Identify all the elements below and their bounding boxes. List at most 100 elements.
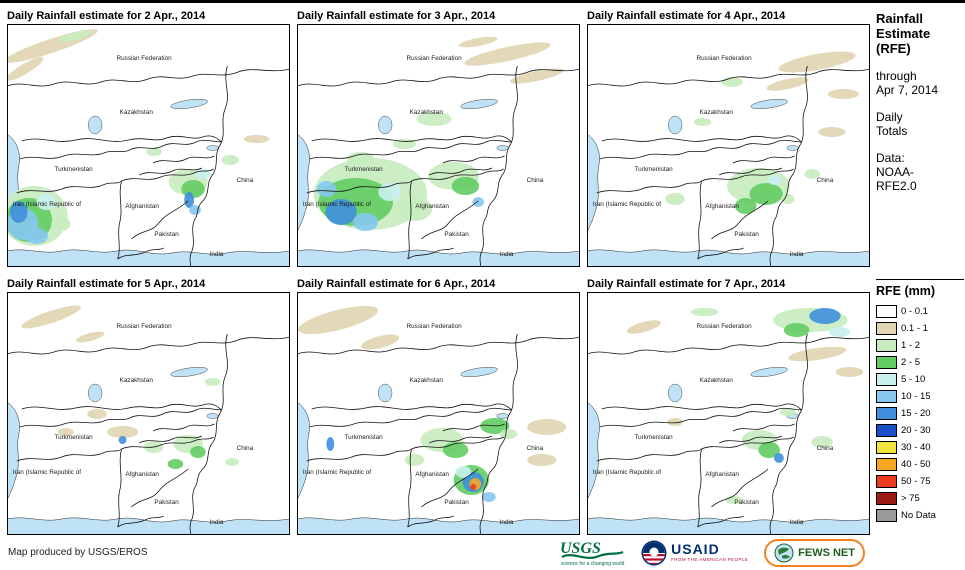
- legend-item: 2 - 5: [876, 354, 964, 371]
- country-label: Turkmenistan: [54, 166, 93, 173]
- legend-label: > 75: [901, 493, 920, 504]
- sidebar-through-date: through Apr 7, 2014: [876, 69, 939, 97]
- legend-label: 20 - 30: [901, 425, 931, 436]
- legend-divider: [876, 279, 964, 280]
- panel-title: Daily Rainfall estimate for 2 Apr., 2014: [7, 10, 206, 22]
- rainfall-layer: [626, 308, 864, 504]
- labels-layer: Russian Federation Kazakhstan Turkmenistan…: [13, 55, 254, 258]
- legend-label: 0 - 0.1: [901, 306, 928, 317]
- country-label: Russian Federation: [697, 323, 753, 330]
- labels-layer: Russian Federation Kazakhstan Turkmenistan…: [13, 323, 254, 526]
- map-panel-apr4: Daily Rainfall estimate for 4 Apr., 2014…: [587, 9, 870, 267]
- legend-label: 40 - 50: [901, 459, 931, 470]
- legend-swatch: [876, 492, 897, 505]
- map-panel-apr7: Daily Rainfall estimate for 7 Apr., 2014…: [587, 277, 870, 535]
- rainfall-layer: [298, 305, 567, 502]
- legend-item: 20 - 30: [876, 422, 964, 439]
- map-frame: [7, 24, 290, 267]
- country-label: Kazakhstan: [120, 377, 154, 384]
- country-label: India: [500, 519, 514, 526]
- country-label: Iran (Islamic Republic of: [13, 201, 81, 208]
- country-label: Pakistan: [444, 499, 469, 506]
- borders-layer: [297, 65, 580, 267]
- water-layer: [297, 367, 580, 535]
- country-label: Russian Federation: [117, 55, 173, 62]
- rainfall-map-apr2: Russian Federation Kazakhstan Turkmenistan…: [7, 24, 290, 267]
- legend-item: 0 - 0.1: [876, 303, 964, 320]
- country-label: Pakistan: [734, 499, 759, 506]
- labels-layer: Russian Federation Kazakhstan Turkmenistan…: [303, 55, 544, 258]
- country-label: India: [210, 519, 224, 526]
- usaid-tagline: FROM THE AMERICAN PEOPLE: [671, 557, 749, 563]
- legend-item: 5 - 10: [876, 371, 964, 388]
- legend-swatch: [876, 373, 897, 386]
- legend-item: 1 - 2: [876, 337, 964, 354]
- sidebar-data-source: Data: NOAA- RFE2.0: [876, 151, 917, 193]
- country-label: Kazakhstan: [700, 377, 734, 384]
- borders-layer: [587, 65, 870, 267]
- country-label: Iran (Islamic Republic of: [13, 469, 81, 476]
- legend-label: 0.1 - 1: [901, 323, 928, 334]
- maps-area: Daily Rainfall estimate for 2 Apr., 2014…: [0, 3, 870, 535]
- usaid-emblem-icon: [641, 540, 667, 565]
- country-label: India: [790, 519, 804, 526]
- country-label: Pakistan: [734, 231, 759, 238]
- legend-swatch: [876, 475, 897, 488]
- country-label: Pakistan: [154, 231, 179, 238]
- country-label: Pakistan: [444, 231, 469, 238]
- water-layer: [587, 367, 870, 535]
- legend-label: 10 - 15: [901, 391, 931, 402]
- rainfall-map-apr6: Russian Federation Kazakhstan Turkmenistan…: [297, 292, 580, 535]
- country-label: Kazakhstan: [410, 377, 444, 384]
- map-frame: [297, 292, 580, 535]
- map-frame: [7, 292, 290, 535]
- country-label: Afghanistan: [125, 203, 159, 210]
- panel-title: Daily Rainfall estimate for 6 Apr., 2014: [297, 278, 496, 290]
- legend-swatch: [876, 407, 897, 420]
- rainfall-dashboard: Daily Rainfall estimate for 2 Apr., 2014…: [0, 3, 965, 535]
- map-frame: [297, 24, 580, 267]
- water-layer: [7, 367, 290, 535]
- country-label: Afghanistan: [415, 203, 449, 210]
- water-layer: [587, 99, 870, 267]
- country-label: Russian Federation: [697, 55, 753, 62]
- borders-layer: [297, 333, 580, 535]
- country-label: Iran (Islamic Republic of: [303, 469, 371, 476]
- labels-layer: Russian Federation Kazakhstan Turkmenistan…: [593, 323, 834, 526]
- legend: RFE (mm) 0 - 0.1 0.1 - 1 1 - 2 2 - 5 5 - 10 1…: [876, 279, 964, 524]
- country-label: Iran (Islamic Republic of: [303, 201, 371, 208]
- rainfall-map-apr3: Russian Federation Kazakhstan Turkmenistan…: [297, 24, 580, 267]
- legend-item: 0.1 - 1: [876, 320, 964, 337]
- country-label: China: [237, 445, 254, 452]
- legend-item: 40 - 50: [876, 456, 964, 473]
- borders-layer: [587, 333, 870, 535]
- legend-sidebar: Rainfall Estimate (RFE) through Apr 7, 2…: [870, 3, 965, 535]
- country-label: Kazakhstan: [700, 109, 734, 116]
- legend-item: 10 - 15: [876, 388, 964, 405]
- legend-label: 5 - 10: [901, 374, 926, 385]
- legend-title: RFE (mm): [876, 284, 936, 298]
- country-label: Afghanistan: [415, 471, 449, 478]
- legend-item: No Data: [876, 507, 964, 524]
- map-panel-apr6: Daily Rainfall estimate for 6 Apr., 2014…: [297, 277, 580, 535]
- country-label: Afghanistan: [705, 203, 739, 210]
- usaid-wordmark: USAID: [671, 541, 720, 558]
- map-grid: Daily Rainfall estimate for 2 Apr., 2014…: [7, 9, 870, 535]
- rainfall-layer: [313, 36, 564, 231]
- country-label: China: [817, 445, 834, 452]
- legend-item: 50 - 75: [876, 473, 964, 490]
- country-label: Kazakhstan: [410, 109, 444, 116]
- panel-title: Daily Rainfall estimate for 4 Apr., 2014: [587, 10, 786, 22]
- footer: Map produced by USGS/EROS USGS science f…: [0, 535, 965, 570]
- country-label: Pakistan: [154, 499, 179, 506]
- country-label: Turkmenistan: [634, 434, 673, 441]
- panel-title: Daily Rainfall estimate for 3 Apr., 2014: [297, 10, 496, 22]
- country-label: Iran (Islamic Republic of: [593, 469, 661, 476]
- country-label: Afghanistan: [705, 471, 739, 478]
- country-label: Turkmenistan: [344, 166, 383, 173]
- legend-swatch: [876, 458, 897, 471]
- country-label: Turkmenistan: [634, 166, 673, 173]
- usgs-wordmark: USGS: [560, 540, 601, 557]
- legend-swatch: [876, 322, 897, 335]
- rainfall-map-apr5: Russian Federation Kazakhstan Turkmenistan…: [7, 292, 290, 535]
